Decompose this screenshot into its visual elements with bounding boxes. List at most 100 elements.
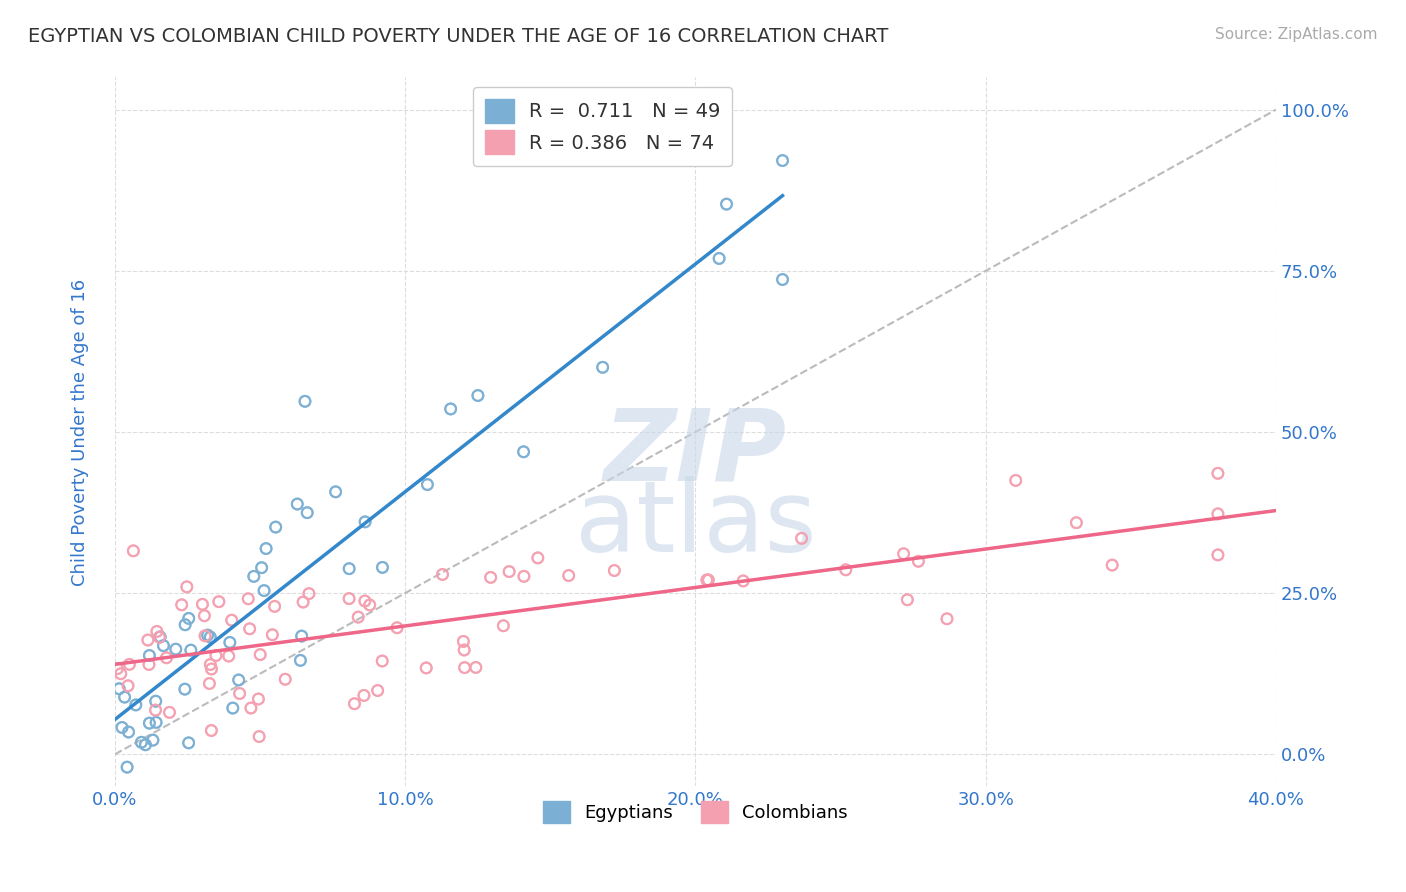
Text: EGYPTIAN VS COLOMBIAN CHILD POVERTY UNDER THE AGE OF 16 CORRELATION CHART: EGYPTIAN VS COLOMBIAN CHILD POVERTY UNDE… <box>28 27 889 45</box>
Point <box>297 506 319 520</box>
Point <box>110 666 132 681</box>
Point <box>194 629 217 643</box>
Point <box>696 573 718 587</box>
Point <box>298 587 321 601</box>
Point <box>228 673 250 687</box>
Point <box>453 660 475 674</box>
Point <box>790 532 813 546</box>
Point <box>557 568 579 582</box>
Point <box>274 673 297 687</box>
Legend: Egyptians, Colombians: Egyptians, Colombians <box>533 790 859 834</box>
Point <box>177 736 200 750</box>
Point <box>243 569 266 583</box>
Point <box>177 611 200 625</box>
Point <box>254 541 277 556</box>
Point <box>239 622 262 636</box>
Point <box>290 653 312 667</box>
Point <box>170 598 193 612</box>
Point <box>453 643 475 657</box>
Point <box>250 560 273 574</box>
Point <box>513 569 536 583</box>
Point <box>1206 548 1229 562</box>
Point <box>292 595 315 609</box>
Point <box>117 679 139 693</box>
Point <box>205 648 228 663</box>
Point <box>145 715 167 730</box>
Point <box>464 660 486 674</box>
Point <box>117 679 139 693</box>
Point <box>325 484 347 499</box>
Point <box>228 686 250 700</box>
Point <box>218 635 240 649</box>
Point <box>108 681 131 696</box>
Point <box>208 595 231 609</box>
Point <box>772 272 794 286</box>
Point <box>177 611 200 625</box>
Point <box>603 564 626 578</box>
Point <box>512 444 534 458</box>
Point <box>1101 558 1123 573</box>
Point <box>198 676 221 690</box>
Point <box>297 506 319 520</box>
Point <box>134 738 156 752</box>
Point <box>155 650 177 665</box>
Point <box>145 694 167 708</box>
Text: Source: ZipAtlas.com: Source: ZipAtlas.com <box>1215 27 1378 42</box>
Point <box>125 698 148 712</box>
Point <box>198 676 221 690</box>
Point <box>347 610 370 624</box>
Point <box>200 630 222 644</box>
Point <box>174 617 197 632</box>
Point <box>1206 467 1229 481</box>
Point <box>592 360 614 375</box>
Point <box>415 661 437 675</box>
Point <box>527 550 550 565</box>
Point <box>492 619 515 633</box>
Point <box>294 394 316 409</box>
Point <box>896 592 918 607</box>
Point <box>131 735 153 749</box>
Point <box>697 573 720 587</box>
Point <box>512 444 534 458</box>
Y-axis label: Child Poverty Under the Age of 16: Child Poverty Under the Age of 16 <box>72 278 89 585</box>
Point <box>142 733 165 747</box>
Point <box>359 598 381 612</box>
Point <box>707 252 730 266</box>
Point <box>200 662 222 676</box>
Point <box>337 591 360 606</box>
Point <box>274 673 297 687</box>
Point <box>479 570 502 584</box>
Point <box>115 760 138 774</box>
Point <box>1004 474 1026 488</box>
Point <box>159 706 181 720</box>
Point <box>467 388 489 402</box>
Point <box>263 599 285 614</box>
Point <box>343 697 366 711</box>
Point <box>371 560 394 574</box>
Point <box>159 706 181 720</box>
Point <box>1206 548 1229 562</box>
Point <box>122 544 145 558</box>
Point <box>238 591 260 606</box>
Point <box>174 617 197 632</box>
Point <box>440 401 463 416</box>
Point <box>354 515 377 529</box>
Point <box>498 565 520 579</box>
Point <box>291 629 314 643</box>
Point <box>177 736 200 750</box>
Point <box>343 697 366 711</box>
Point <box>149 630 172 644</box>
Point <box>371 560 394 574</box>
Point <box>111 721 134 735</box>
Point <box>453 634 475 648</box>
Point <box>131 735 153 749</box>
Point <box>247 692 270 706</box>
Point <box>294 394 316 409</box>
Point <box>200 723 222 738</box>
Point <box>415 661 437 675</box>
Point <box>453 660 475 674</box>
Point <box>122 544 145 558</box>
Point <box>716 197 738 211</box>
Point <box>298 587 321 601</box>
Point <box>125 698 148 712</box>
